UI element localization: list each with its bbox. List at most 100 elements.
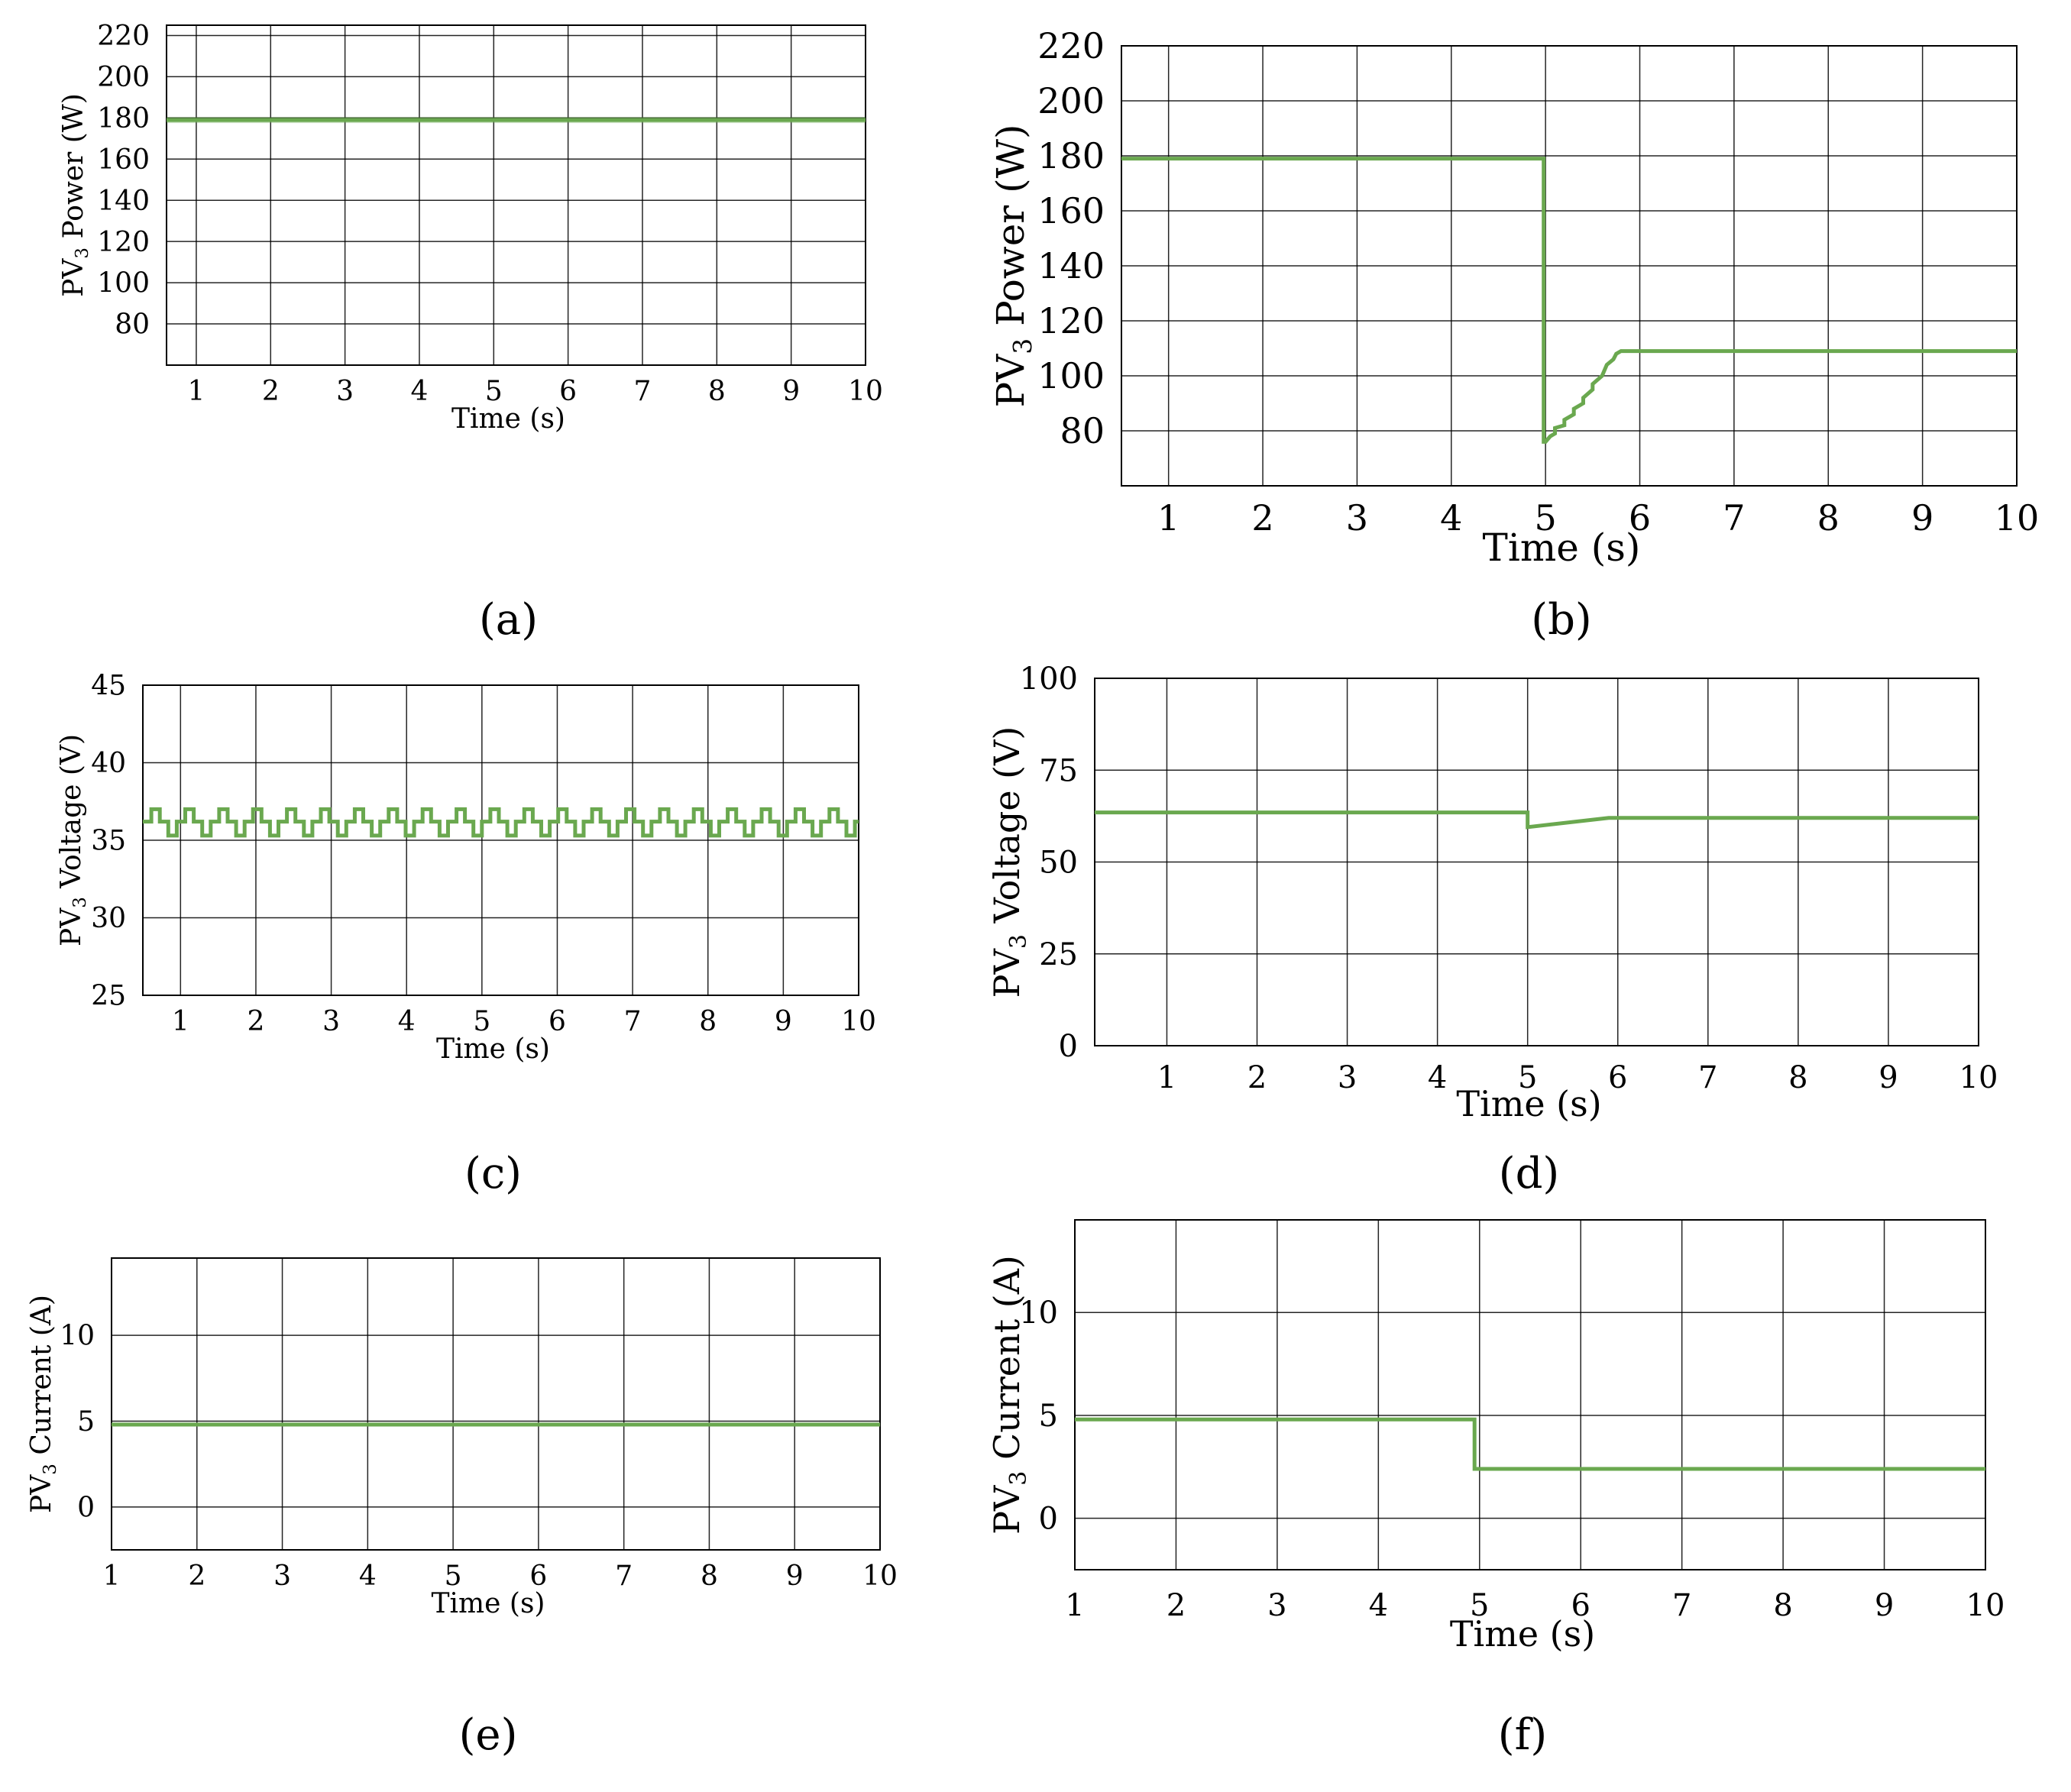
x-axis-label: Time (s) [451,403,565,435]
y-tick-label: 0 [77,1492,95,1523]
y-tick-label: 40 [91,748,126,779]
panel-label: (e) [459,1710,518,1760]
x-tick-label: 2 [1167,1588,1186,1623]
x-tick-label: 10 [862,1561,898,1592]
x-tick-label: 8 [701,1561,718,1592]
series-line [1095,810,1979,830]
y-tick-label: 180 [1037,135,1105,176]
y-tick-label: 200 [97,62,150,93]
panel-label: (b) [1531,595,1592,645]
y-axis-label: PV3 Current (A) [986,1255,1032,1535]
y-tick-label: 75 [1039,753,1078,788]
x-tick-label: 1 [187,376,205,407]
x-tick-label: 1 [1157,1060,1176,1095]
x-tick-label: 8 [1788,1060,1807,1095]
panel-label: (d) [1499,1149,1560,1198]
x-tick-label: 9 [782,376,800,407]
x-tick-label: 6 [1629,497,1651,539]
y-tick-label: 160 [1037,190,1105,231]
x-tick-label: 4 [411,376,429,407]
plot-frame [1074,1219,1986,1570]
y-tick-label: 25 [1039,937,1078,972]
chart-panel-4: 1 2 3 4 5 6 7 8 9 10 0 5 10 Time (s) PV3 Current (A) (e… [26,1257,898,1760]
x-tick-label: 9 [775,1006,792,1037]
plot-frame [142,684,859,996]
y-tick-label: 120 [1037,300,1105,341]
y-tick-label: 160 [97,144,150,176]
x-tick-label: 7 [624,1006,642,1037]
plot-frame [1121,45,2018,487]
panel-label: (c) [464,1149,522,1198]
y-tick-label: 5 [1039,1399,1058,1434]
x-tick-label: 2 [1251,497,1273,539]
x-tick-label: 3 [322,1006,340,1037]
x-tick-label: 2 [262,376,280,407]
x-tick-label: 10 [1966,1588,2005,1623]
x-tick-label: 6 [529,1561,547,1592]
x-tick-label: 1 [103,1561,121,1592]
y-tick-label: 25 [91,981,126,1012]
y-tick-label: 10 [60,1321,95,1352]
x-tick-label: 6 [1571,1588,1590,1623]
y-tick-label: 120 [97,227,150,258]
x-tick-label: 8 [708,376,726,407]
y-axis-label: PV3 Current (A) [26,1295,60,1513]
x-tick-label: 9 [786,1561,804,1592]
x-axis-label: Time (s) [1456,1083,1601,1124]
y-tick-label: 30 [91,903,126,934]
x-tick-label: 7 [1723,497,1745,539]
x-tick-label: 4 [1428,1060,1447,1095]
x-tick-label: 2 [1247,1060,1267,1095]
x-tick-label: 6 [1608,1060,1627,1095]
x-tick-label: 7 [634,376,652,407]
chart-panel-0: 1 2 3 4 5 6 7 8 9 10 80 100 120 140 160 180 200 220 Time (… [58,21,883,645]
x-axis-label: Time (s) [432,1588,545,1619]
x-tick-label: 3 [336,376,354,407]
x-tick-label: 7 [615,1561,633,1592]
series-line [1121,157,2017,444]
y-tick-label: 45 [91,671,126,702]
x-tick-label: 5 [473,1006,490,1037]
y-tick-label: 100 [1037,355,1105,396]
y-tick-label: 200 [1037,80,1105,121]
plot-frame [166,24,866,366]
x-tick-label: 4 [1369,1588,1388,1623]
x-tick-label: 3 [273,1561,291,1592]
y-tick-label: 10 [1019,1295,1058,1331]
x-tick-label: 3 [1346,497,1368,539]
x-tick-label: 10 [848,376,883,407]
x-axis-label: Time (s) [436,1033,550,1065]
x-tick-label: 8 [1773,1588,1792,1623]
x-tick-label: 5 [1470,1588,1489,1623]
x-tick-label: 10 [841,1006,876,1037]
y-tick-label: 100 [1020,661,1078,697]
y-tick-label: 220 [1037,25,1105,66]
y-axis-label: PV3 Voltage (V) [986,726,1032,998]
x-tick-label: 6 [548,1006,566,1037]
x-tick-label: 5 [485,376,503,407]
y-tick-label: 0 [1039,1502,1058,1537]
y-tick-label: 50 [1039,846,1078,881]
panel-label: (f) [1498,1710,1547,1760]
x-tick-label: 10 [1959,1060,1998,1095]
y-tick-label: 140 [97,186,150,217]
x-tick-label: 6 [559,376,577,407]
x-tick-label: 4 [1440,497,1462,539]
y-tick-label: 5 [77,1406,95,1438]
chart-panel-1: 1 2 3 4 5 6 7 8 9 10 80 100 120 140 160 180 200 220 Time (… [989,25,2039,645]
y-axis-label: PV3 Power (W) [58,93,92,297]
y-axis-label: PV3 Power (W) [989,125,1037,408]
x-tick-label: 2 [188,1561,205,1592]
y-tick-label: 220 [97,21,150,52]
plot-frame [1094,678,1979,1046]
x-tick-label: 3 [1338,1060,1357,1095]
x-tick-label: 9 [1875,1588,1894,1623]
x-tick-label: 3 [1267,1588,1286,1623]
plot-frame [111,1257,881,1551]
x-tick-label: 9 [1878,1060,1898,1095]
x-tick-label: 4 [398,1006,416,1037]
x-tick-label: 1 [1157,497,1179,539]
y-tick-label: 180 [97,103,150,134]
y-tick-label: 0 [1059,1029,1078,1064]
